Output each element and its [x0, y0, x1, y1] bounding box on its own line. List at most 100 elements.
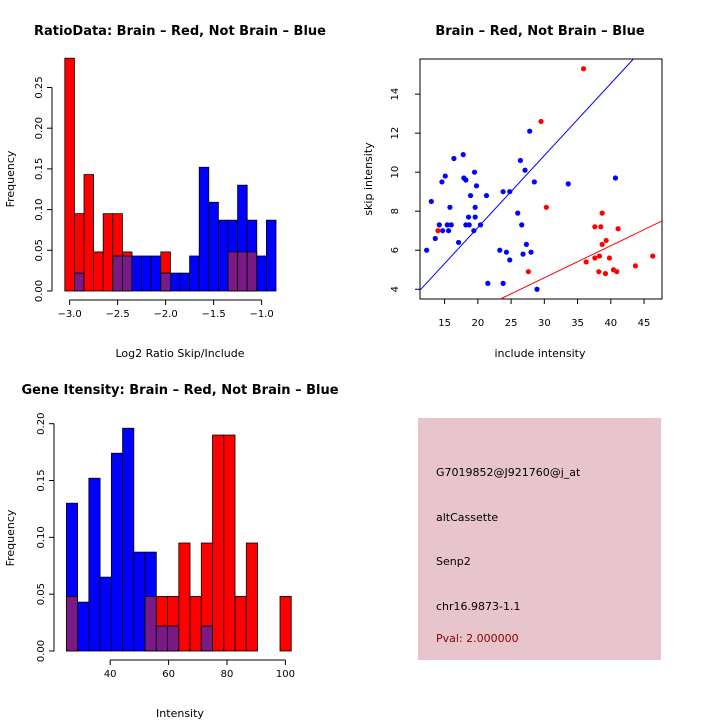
gene-x-tick-label: 40 [104, 669, 117, 680]
not-brain-point [472, 204, 478, 210]
scatter-x-tick-label: 35 [571, 318, 584, 329]
scatter-y-tick-label: 10 [390, 166, 401, 179]
ratio-x-tick-label: −3.0 [57, 309, 81, 320]
ratio-bar-overlap [237, 251, 248, 292]
not-brain-point [447, 204, 453, 210]
not-brain-point [531, 179, 537, 185]
scatter-y-tick-label: 14 [390, 88, 401, 101]
not-brain-point [497, 247, 503, 253]
brain-point [596, 253, 603, 259]
ratio-histogram-ylabel: Frequency [4, 150, 17, 207]
not-brain-point [424, 247, 430, 253]
not-brain-point [522, 167, 528, 173]
scatter-y-tick-label: 4 [390, 286, 401, 292]
ratio-bar-blue [189, 255, 200, 292]
brain-point [596, 269, 602, 275]
gene-bar-blue [122, 427, 135, 652]
ratio-bar-blue [256, 255, 267, 292]
ratio-bar-blue [131, 255, 142, 292]
brain-point [599, 241, 605, 247]
ratio-y-tick-label: 0.25 [34, 76, 45, 98]
not-brain-point [436, 222, 442, 228]
not-brain-point [472, 214, 478, 220]
ratio-bar-overlap [160, 272, 171, 292]
not-brain-point [507, 257, 513, 263]
ratio-bar-red [83, 174, 95, 292]
not-brain-point [473, 183, 480, 189]
scatter-xlabel: include intensity [494, 347, 586, 360]
ratio-bar-red [64, 57, 75, 292]
scatter-y-tick-label: 6 [390, 247, 401, 253]
scatter-x-tick-label: 40 [604, 318, 617, 329]
gene-bar-red [234, 596, 247, 652]
not-brain-point [442, 173, 448, 179]
not-brain-point [466, 222, 472, 228]
scatter-y-tick-label: 8 [390, 208, 401, 214]
brain-point [592, 255, 598, 261]
gene-intensity-panel: Gene Itensity: Brain – Red, Not Brain – … [4, 383, 339, 720]
gene-x-tick-label: 60 [162, 669, 175, 680]
not-brain-point [432, 235, 438, 242]
gene-y-tick-label: 0.00 [36, 640, 47, 662]
ratio-bar-overlap [122, 255, 133, 292]
not-brain-point [440, 228, 446, 234]
brain-point [435, 228, 441, 234]
gene-y-tick-label: 0.10 [36, 526, 47, 548]
ratio-bar-blue [265, 219, 277, 292]
ratio-bar-red [93, 251, 104, 292]
ratio-y-tick-label: 0.05 [34, 239, 45, 261]
not-brain-point [477, 222, 484, 228]
scatter-y-tick-label: 12 [390, 127, 401, 140]
gene-y-tick-label: 0.05 [36, 583, 47, 605]
scatter-plot-frame [419, 58, 663, 300]
not-brain-point [428, 198, 434, 205]
gene-bar-red [212, 434, 225, 652]
not-brain-point [527, 128, 533, 134]
gene-bar-overlap [144, 596, 157, 652]
not-brain-point [483, 192, 490, 199]
not-brain-point [439, 179, 445, 185]
gene-x-tick-label: 80 [221, 669, 234, 680]
not-brain-point [444, 222, 450, 228]
scatter-x-tick-label: 45 [638, 318, 651, 329]
ratio-x-tick-label: −1.5 [201, 309, 225, 320]
ratio-bar-blue [208, 201, 219, 292]
gene-y-tick-label: 0.15 [36, 469, 47, 491]
not-brain-point [503, 249, 510, 255]
not-brain-point [448, 222, 454, 228]
scatter-ylabel: skip intensity [362, 142, 375, 216]
scatter-x-tick-label: 30 [538, 318, 551, 329]
probe-id-label: G7019852@J921760@j_at [436, 466, 581, 479]
not-brain-point [517, 157, 523, 164]
brain-point [602, 271, 609, 277]
not-brain-point [515, 210, 521, 216]
brain-point [650, 253, 656, 259]
not-brain-point [519, 222, 525, 228]
ratio-x-tick-label: −2.5 [105, 309, 129, 320]
ratio-x-tick-label: −1.0 [249, 309, 273, 320]
threshold-line [500, 220, 663, 300]
ratio-bar-blue [198, 166, 210, 292]
not-brain-point [523, 241, 529, 247]
ratio-y-tick-label: 0.15 [34, 158, 45, 180]
gene-name-label: Senp2 [436, 555, 471, 568]
ratio-histogram-xlabel: Log2 Ratio Skip/Include [115, 347, 244, 360]
gene-bar-blue [110, 452, 123, 652]
not-brain-point [463, 177, 469, 183]
not-brain-point [460, 152, 466, 158]
gene-bar-blue [99, 576, 112, 652]
event-type-label: altCassette [436, 511, 498, 524]
gene-bar-red [279, 596, 292, 652]
ratio-bar-blue [217, 219, 229, 292]
ratio-bar-blue [179, 272, 190, 292]
gene-intensity-ylabel: Frequency [4, 509, 17, 566]
scatter-x-tick-label: 25 [505, 318, 518, 329]
location-label: chr16.9873-1.1 [436, 600, 521, 613]
brain-point [603, 237, 609, 244]
brain-point [632, 263, 639, 269]
ratio-y-tick-label: 0.10 [34, 198, 45, 220]
not-brain-point [465, 214, 472, 220]
ratio-bar-overlap [74, 272, 85, 292]
scatter-x-tick-label: 15 [438, 318, 451, 329]
brain-point [592, 224, 598, 230]
